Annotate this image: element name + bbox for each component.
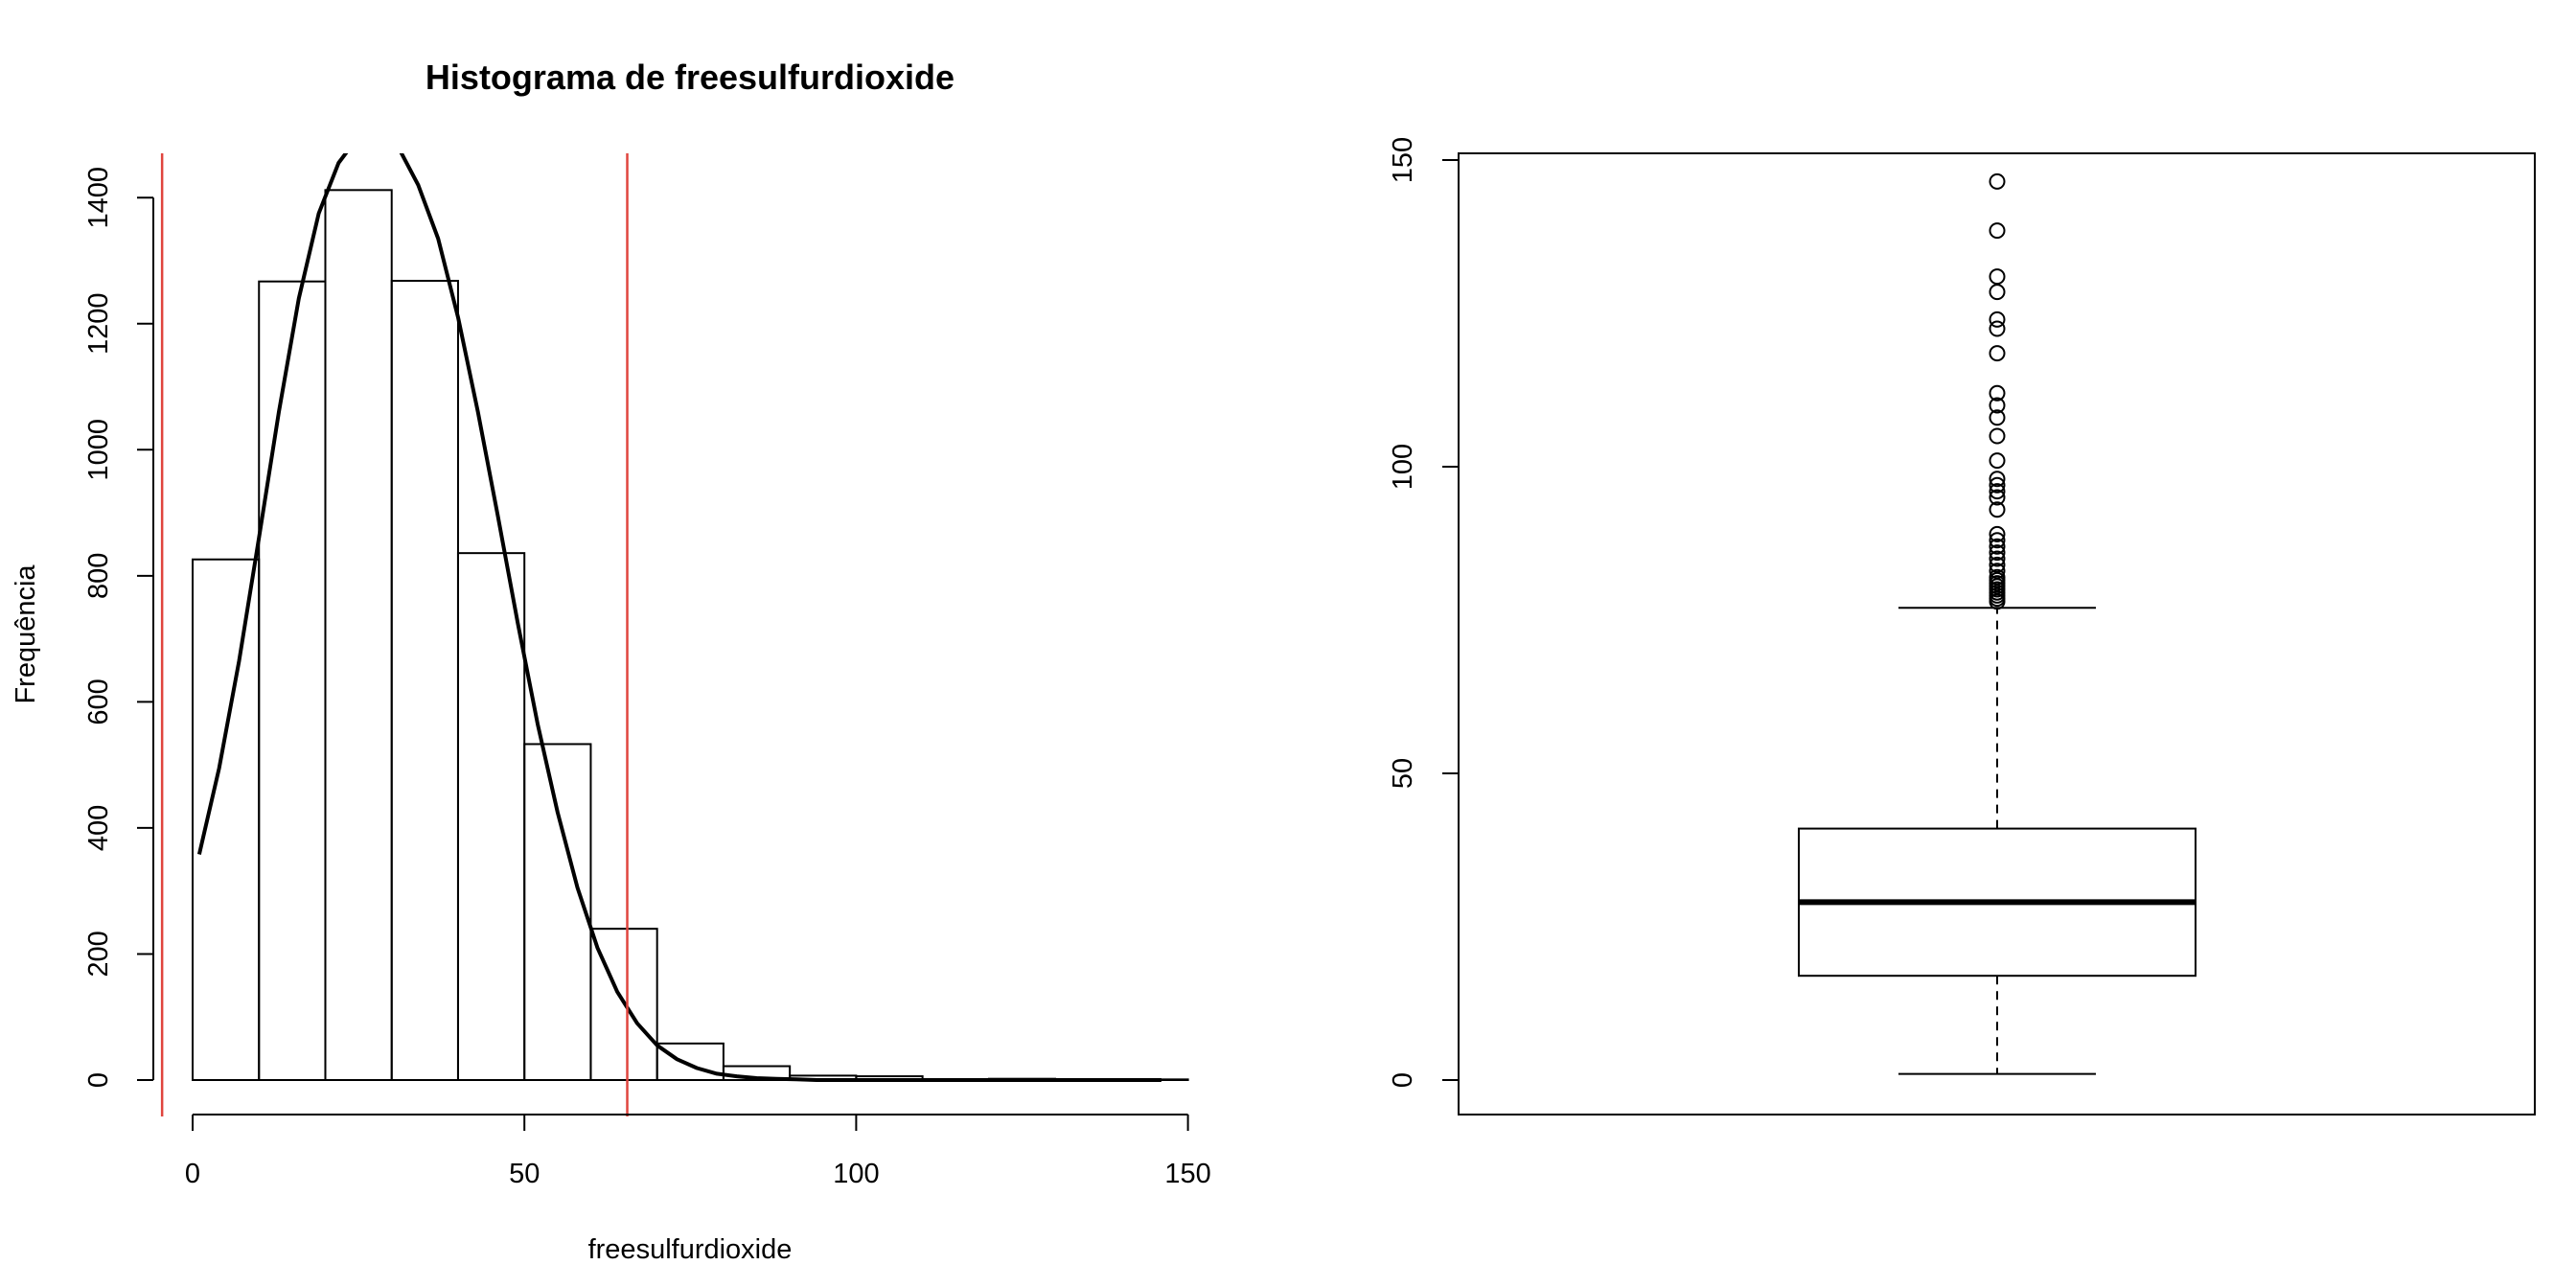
x-axis-label: freesulfurdioxide — [588, 1234, 793, 1265]
outlier-point — [1989, 320, 2006, 337]
outlier-point — [1989, 476, 2006, 494]
outlier-point — [1989, 483, 2006, 500]
outlier-point — [1989, 538, 2006, 555]
outlier-point — [1989, 172, 2006, 190]
histogram-bar — [390, 280, 459, 1082]
histogram-bar — [589, 928, 658, 1081]
outlier-point — [1989, 268, 2006, 286]
histogram-bar — [324, 189, 393, 1082]
outlier-point — [1989, 427, 2006, 445]
y-tick-label: 0 — [1388, 1072, 1418, 1088]
y-tick-label: 150 — [1388, 137, 1418, 183]
outlier-point — [1989, 568, 2006, 586]
histogram-bar — [456, 552, 526, 1081]
histogram-bar — [523, 743, 592, 1082]
outlier-point — [1989, 489, 2006, 506]
x-tick-label: 150 — [1164, 1159, 1210, 1189]
outlier-point — [1989, 452, 2006, 470]
y-tick-label: 100 — [1388, 444, 1418, 490]
outlier-point — [1989, 556, 2006, 573]
histogram-panel: Histograma de freesulfurdioxide freesulfu… — [11, 58, 1211, 1265]
outlier-point — [1989, 397, 2006, 414]
outlier-point — [1989, 345, 2006, 362]
outlier-point — [1989, 310, 2006, 328]
histogram-bar — [192, 558, 261, 1081]
outlier-point — [1989, 471, 2006, 488]
outlier-point — [1989, 532, 2006, 549]
outlier-point — [1989, 284, 2006, 301]
outlier-point — [1989, 563, 2006, 580]
outlier-point — [1989, 544, 2006, 562]
y-tick-label: 200 — [83, 931, 114, 977]
y-tick-label: 1000 — [83, 419, 114, 481]
outlier-point — [1989, 222, 2006, 240]
outlier-point — [1989, 501, 2006, 518]
y-tick-label: 800 — [83, 553, 114, 599]
y-tick-label: 0 — [83, 1072, 114, 1088]
histogram-bar — [656, 1042, 724, 1081]
x-tick-label: 50 — [509, 1159, 540, 1189]
boxplot-panel: 0 50 100 150 — [1388, 137, 2536, 1116]
x-tick-label: 0 — [185, 1159, 200, 1189]
outlier-point — [1989, 409, 2006, 426]
y-tick-label: 400 — [83, 805, 114, 851]
outlier-point — [1989, 384, 2006, 402]
y-axis-label: Frequência — [11, 564, 41, 704]
x-tick-label: 100 — [833, 1159, 879, 1189]
density-curve — [196, 153, 1162, 1082]
y-tick-label: 600 — [83, 678, 114, 724]
y-tick-label: 50 — [1388, 758, 1418, 789]
y-tick-label: 1200 — [83, 293, 114, 356]
outlier-point — [1989, 525, 2006, 542]
chart-title: Histograma de freesulfurdioxide — [426, 58, 954, 97]
outlier-point — [1989, 550, 2006, 567]
y-tick-label: 1400 — [83, 167, 114, 229]
histogram-bar — [258, 280, 327, 1081]
